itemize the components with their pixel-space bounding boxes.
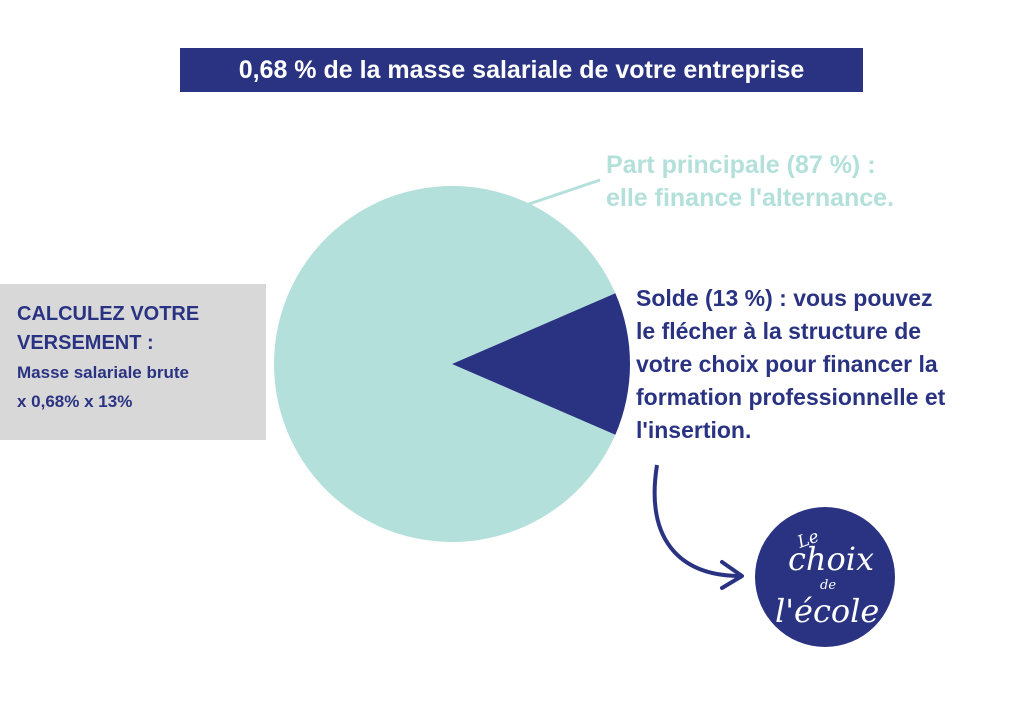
main-slice-leader-line	[525, 178, 601, 207]
svg-text:choix: choix	[788, 540, 874, 578]
calculation-heading: CALCULEZ VOTRE VERSEMENT :	[17, 303, 200, 354]
slice-label-main: Part principale (87 %) : elle finance l'…	[606, 151, 895, 212]
calculation-line-1: Masse salariale brute	[17, 363, 189, 382]
pie-slices	[274, 185, 631, 542]
logo-circle	[755, 507, 895, 647]
logo-le-choix-de-lecole: Le choix de l'école	[755, 507, 895, 647]
arrow-head-icon	[720, 560, 744, 590]
pie-slice-solde	[452, 293, 631, 435]
pie-slice-main	[274, 185, 616, 542]
svg-text:l'école: l'école	[775, 592, 879, 630]
curved-arrow	[652, 464, 739, 578]
svg-text:de: de	[820, 578, 836, 593]
calculation-box: CALCULEZ VOTRE VERSEMENT : Masse salaria…	[0, 284, 266, 440]
page-title: 0,68 % de la masse salariale de votre en…	[180, 48, 863, 92]
slice-label-solde: Solde (13 %) : vous pouvez le flécher à …	[636, 285, 946, 443]
calculation-line-2: x 0,68% x 13%	[17, 392, 133, 411]
